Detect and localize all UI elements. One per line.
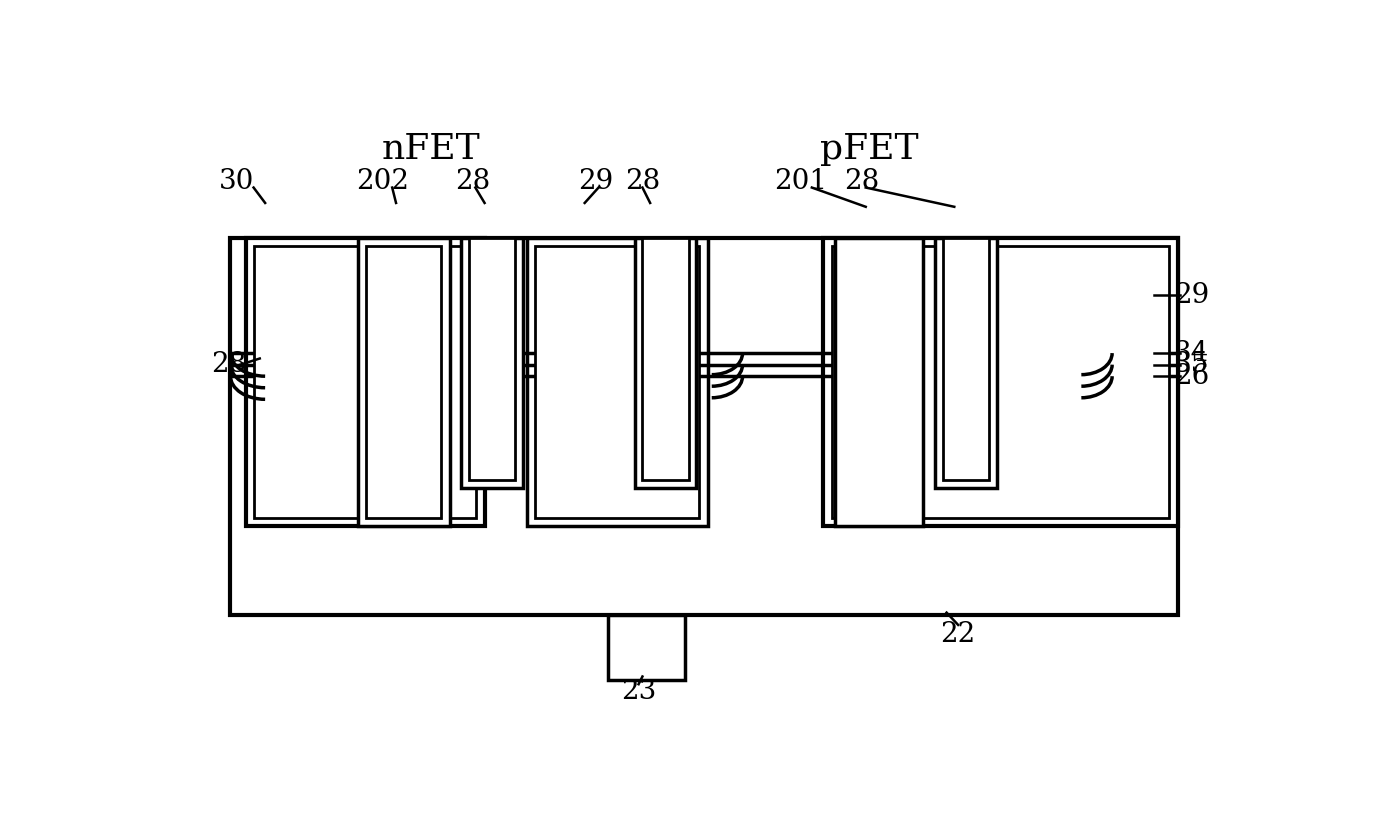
Text: 28: 28 [625, 168, 661, 195]
Bar [935, 238, 997, 488]
Bar [536, 246, 699, 518]
Text: 202: 202 [356, 168, 410, 195]
Bar [470, 238, 515, 480]
Text: 23: 23 [620, 678, 656, 705]
Bar [634, 238, 697, 488]
Bar [824, 238, 1177, 526]
Text: 28: 28 [845, 168, 879, 195]
Bar [608, 615, 684, 681]
Text: 201: 201 [774, 168, 827, 195]
Bar [461, 238, 524, 488]
Text: 22: 22 [940, 620, 976, 648]
Bar [643, 238, 688, 480]
Bar [835, 238, 924, 396]
Text: nFET: nFET [381, 132, 481, 166]
Bar [357, 238, 450, 526]
Text: 30: 30 [219, 168, 255, 195]
Text: pFET: pFET [820, 132, 918, 166]
Bar [526, 238, 708, 526]
Text: 29: 29 [579, 168, 614, 195]
Text: 28: 28 [212, 351, 247, 378]
Bar [835, 397, 924, 526]
Bar [366, 246, 442, 518]
Bar [247, 238, 485, 526]
Bar [832, 246, 1169, 518]
Text: 34: 34 [1174, 340, 1209, 366]
Text: 29: 29 [1174, 282, 1209, 309]
Text: 35: 35 [1174, 351, 1209, 378]
Text: 28: 28 [456, 168, 490, 195]
Text: 26: 26 [1174, 363, 1209, 389]
Bar [255, 246, 476, 518]
Bar [943, 238, 989, 480]
Bar [230, 238, 1177, 615]
Bar [835, 238, 924, 526]
